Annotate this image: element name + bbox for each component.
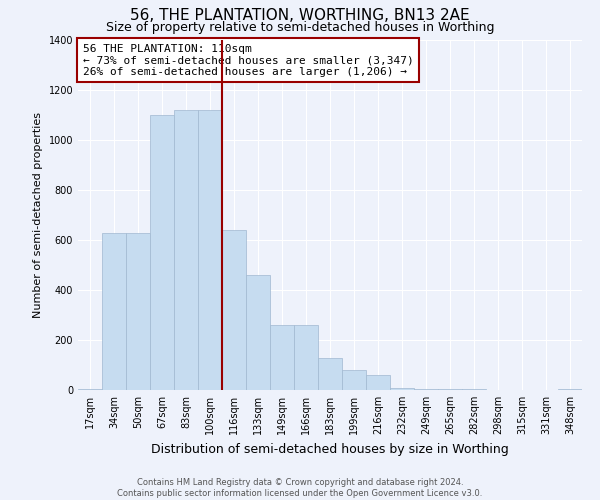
- Bar: [366, 375, 390, 390]
- Bar: [294, 325, 318, 390]
- Bar: [342, 370, 366, 390]
- Bar: [246, 275, 270, 390]
- Bar: [102, 232, 126, 390]
- Bar: [222, 230, 246, 390]
- Bar: [78, 389, 102, 390]
- Bar: [126, 232, 150, 390]
- Bar: [174, 110, 198, 390]
- Bar: [558, 389, 582, 390]
- Bar: [462, 389, 486, 390]
- Bar: [270, 325, 294, 390]
- Bar: [438, 389, 462, 390]
- Text: Size of property relative to semi-detached houses in Worthing: Size of property relative to semi-detach…: [106, 21, 494, 34]
- Text: Contains HM Land Registry data © Crown copyright and database right 2024.
Contai: Contains HM Land Registry data © Crown c…: [118, 478, 482, 498]
- Text: 56, THE PLANTATION, WORTHING, BN13 2AE: 56, THE PLANTATION, WORTHING, BN13 2AE: [130, 8, 470, 22]
- Y-axis label: Number of semi-detached properties: Number of semi-detached properties: [33, 112, 43, 318]
- Bar: [414, 389, 438, 390]
- Bar: [150, 115, 174, 390]
- Text: 56 THE PLANTATION: 110sqm
← 73% of semi-detached houses are smaller (3,347)
26% : 56 THE PLANTATION: 110sqm ← 73% of semi-…: [83, 44, 414, 76]
- Bar: [390, 388, 414, 390]
- X-axis label: Distribution of semi-detached houses by size in Worthing: Distribution of semi-detached houses by …: [151, 442, 509, 456]
- Bar: [198, 110, 222, 390]
- Bar: [318, 358, 342, 390]
